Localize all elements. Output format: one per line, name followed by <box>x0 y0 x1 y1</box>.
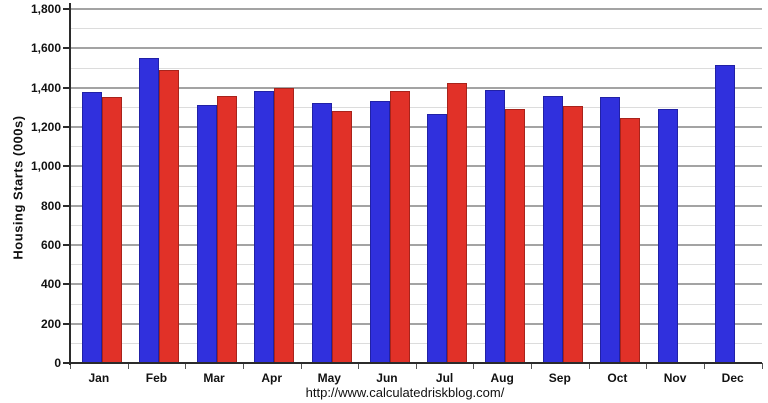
x-axis-category-tick <box>703 363 705 369</box>
bar-blue-jun <box>369 101 390 363</box>
x-axis-label-may: May <box>317 371 341 385</box>
y-axis-tick <box>63 362 70 364</box>
x-axis-category-tick <box>588 363 590 369</box>
x-axis-label-jan: Jan <box>88 371 110 385</box>
y-axis-tick <box>63 204 70 207</box>
x-axis-category-tick <box>473 363 475 369</box>
y-axis-line <box>69 3 71 365</box>
gridline-minor <box>70 185 762 187</box>
y-axis-tick-label: 1,000 <box>30 159 61 174</box>
chart-caption-url: http://www.calculatedriskblog.com/ <box>305 385 505 400</box>
gridline-minor <box>70 303 762 305</box>
y-axis-tick-label: 800 <box>40 198 61 213</box>
y-axis-tick <box>63 322 70 325</box>
bar-red-oct <box>620 118 641 363</box>
x-axis-label-oct: Oct <box>607 371 628 385</box>
bar-blue-may <box>312 103 332 363</box>
gridline-major <box>70 204 762 207</box>
gridline-major <box>70 283 762 286</box>
x-axis-category-tick <box>761 363 763 369</box>
bar-red-jan <box>101 96 122 363</box>
x-axis-label-sep: Sep <box>548 371 571 385</box>
y-axis-title: Housing Starts (000s) <box>10 115 26 260</box>
gridline-major <box>70 126 762 128</box>
y-axis-tick-label: 600 <box>40 238 61 252</box>
y-axis-tick <box>63 244 70 246</box>
bar-red-jul <box>447 82 468 363</box>
y-axis-tick <box>63 86 70 89</box>
gridline-major <box>70 86 762 89</box>
bar-red-aug <box>504 109 525 363</box>
x-axis-line <box>70 362 762 364</box>
bar-blue-oct <box>600 96 621 363</box>
bar-blue-feb <box>139 58 160 363</box>
gridline-major <box>70 165 762 168</box>
y-axis-tick-label: 1,200 <box>30 120 61 134</box>
y-axis-tick-label: 1,600 <box>30 41 61 56</box>
gridline-major <box>70 8 762 10</box>
y-axis-tick-label: 200 <box>40 316 61 331</box>
bar-blue-dec <box>715 65 736 363</box>
y-axis-tick-label: 400 <box>40 277 61 292</box>
x-axis-category-tick <box>127 363 129 369</box>
y-axis-tick <box>63 165 70 168</box>
gridline-minor <box>70 146 762 148</box>
x-axis-category-tick <box>185 363 187 369</box>
bar-blue-jan <box>81 91 102 363</box>
bar-blue-aug <box>484 89 505 363</box>
bar-blue-mar <box>196 104 217 363</box>
x-axis-label-aug: Aug <box>490 371 514 385</box>
gridline-major <box>70 322 762 325</box>
x-axis-label-jun: Jun <box>376 371 398 385</box>
x-axis-category-tick <box>531 363 532 369</box>
x-axis-label-feb: Feb <box>145 371 168 385</box>
y-axis-tick <box>63 126 70 128</box>
bar-blue-nov <box>657 109 678 363</box>
bar-red-sep <box>562 105 583 363</box>
bar-red-jun <box>389 90 410 363</box>
x-axis-category-tick <box>300 363 302 369</box>
x-axis-category-tick <box>358 363 360 369</box>
x-axis-category-tick <box>415 363 417 369</box>
gridline-minor <box>70 28 762 30</box>
y-axis-tick <box>63 8 70 10</box>
x-axis-label-dec: Dec <box>721 371 744 385</box>
y-axis-tick-label: 1,400 <box>30 80 61 95</box>
x-axis-category-tick <box>70 363 71 369</box>
x-axis-label-apr: Apr <box>261 371 283 385</box>
bar-red-mar <box>216 95 237 363</box>
y-axis-tick-label: 1,800 <box>30 2 61 16</box>
y-axis-tick-label: 0 <box>54 356 61 370</box>
x-axis-label-mar: Mar <box>203 371 225 385</box>
y-axis-tick <box>63 283 70 286</box>
bar-blue-apr <box>254 90 275 363</box>
gridline-minor <box>70 264 762 266</box>
gridline-minor <box>70 342 762 344</box>
x-axis-label-jul: Jul <box>435 371 454 385</box>
y-axis-tick <box>63 47 70 50</box>
x-axis-label-nov: Nov <box>663 371 687 385</box>
gridline-minor <box>70 67 762 69</box>
gridline-minor <box>70 224 762 226</box>
bar-blue-jul <box>427 114 448 363</box>
gridline-minor <box>70 106 762 108</box>
gridline-major <box>70 244 762 246</box>
x-axis-category-tick <box>646 363 648 369</box>
bar-blue-sep <box>542 95 563 363</box>
gridline-major <box>70 47 762 50</box>
bar-red-apr <box>274 87 295 363</box>
bar-red-feb <box>159 69 180 363</box>
bar-red-may <box>332 111 352 363</box>
x-axis-category-tick <box>242 363 244 369</box>
